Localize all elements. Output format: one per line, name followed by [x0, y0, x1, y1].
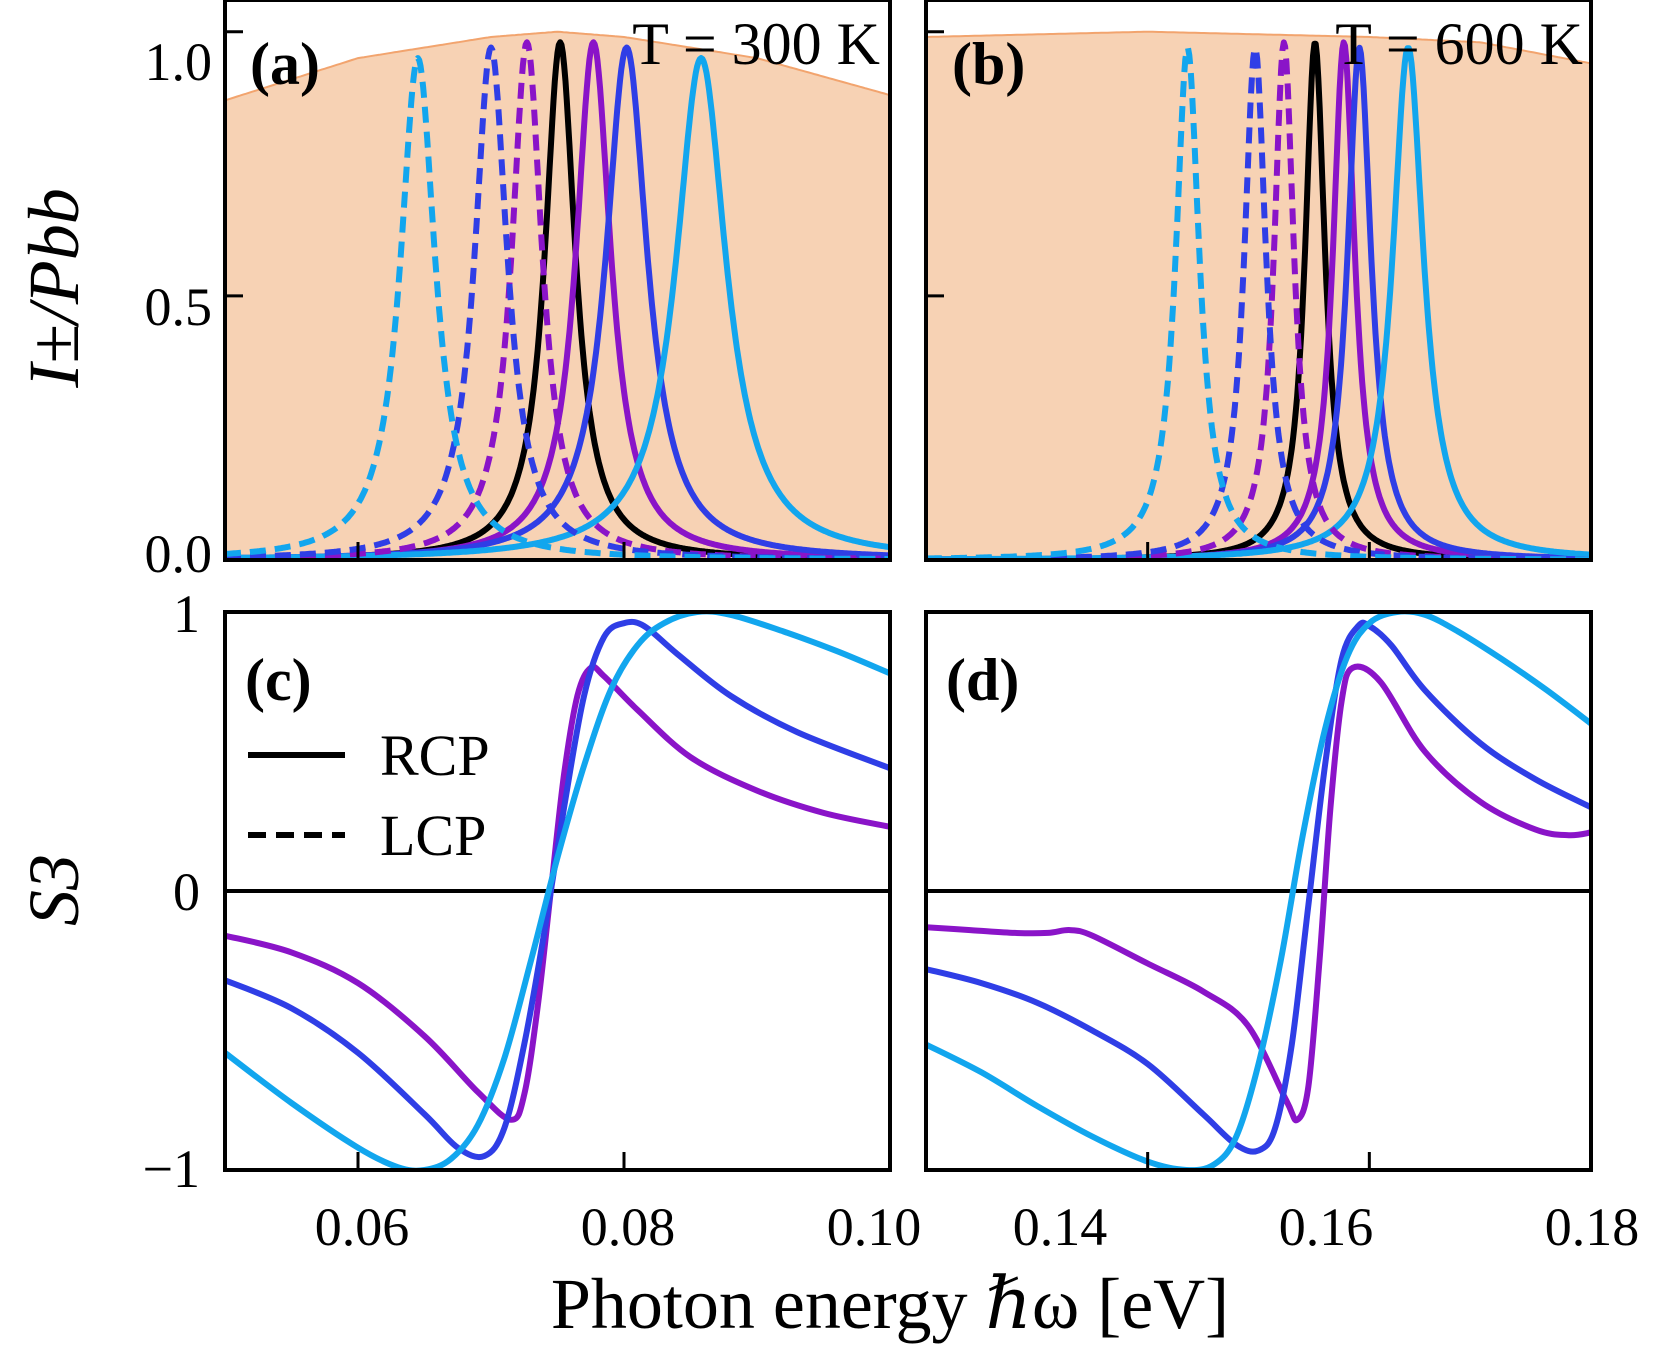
- panel-b-frame: [924, 0, 1593, 562]
- panel-c-xtick-0: 0.06: [315, 1197, 410, 1257]
- blackbody-edge-b: [926, 30, 1591, 65]
- panel-c-ytick-2: 1: [173, 584, 200, 644]
- legend: RCP LCP: [248, 723, 490, 868]
- panel-d-plot: [926, 612, 1591, 1170]
- panel-b-plot: [926, 30, 1591, 560]
- panel-c-ylabel: S3: [14, 854, 94, 926]
- panel-b-temperature: T = 600 K: [1335, 11, 1583, 77]
- legend-lcp-label: LCP: [380, 803, 486, 868]
- series-d-lightblue: [926, 612, 1591, 1170]
- panel-a-ylabel: I±/Pbb: [14, 188, 94, 388]
- panel-a-ytick-1: 0.5: [145, 277, 213, 337]
- blackbody-area-a: [225, 31, 890, 560]
- panel-a-label: (a): [250, 31, 320, 97]
- x-axis-label: Photon energy ℏω [eV]: [551, 1264, 1229, 1344]
- series-d-purple: [926, 663, 1591, 1124]
- panel-d-xtick-2: 0.18: [1545, 1197, 1640, 1257]
- panel-d-frame: [924, 610, 1593, 1172]
- panel-c-ytick-0: −1: [143, 1139, 200, 1199]
- panel-b-label: (b): [952, 31, 1025, 97]
- panel-d-label: (d): [946, 647, 1019, 713]
- blackbody-edge-a: [225, 30, 890, 102]
- panel-d: (d) 0.14 0.16 0.18: [924, 610, 1640, 1257]
- panel-a-ytick-2: 1.0: [145, 32, 213, 92]
- panel-b: (b) T = 600 K: [924, 0, 1593, 562]
- panel-a-ticks: [225, 30, 626, 562]
- panel-a-temperature: T = 300 K: [632, 11, 880, 77]
- panel-d-xtick-1: 0.16: [1279, 1197, 1374, 1257]
- series-d-blue: [926, 619, 1591, 1155]
- series-a-purple-lcp: [225, 39, 890, 560]
- panel-a-frame: [223, 0, 892, 562]
- panel-c-xtick-1: 0.08: [581, 1197, 676, 1257]
- series-a-lightblue-lcp: [225, 55, 890, 560]
- panel-a-plot: [225, 30, 890, 560]
- blackbody-area-b: [926, 31, 1591, 560]
- panel-c-label: (c): [245, 647, 312, 713]
- legend-rcp-label: RCP: [380, 723, 490, 788]
- panel-c-plot: [225, 612, 890, 1170]
- series-c-purple: [225, 663, 890, 1123]
- panel-c-ytick-1: 0: [173, 862, 200, 922]
- series-a-blue-lcp: [225, 44, 890, 560]
- panel-c-frame: [223, 610, 892, 1172]
- panel-c-xtick-2: 0.10: [827, 1197, 922, 1257]
- panel-a-ytick-0: 0.0: [145, 524, 213, 584]
- panel-a: (a) T = 300 K 0.0 0.5 1.0 I±/Pbb: [14, 0, 892, 584]
- panel-c: (c) −1 0 1 0.06 0.08 0.10 S3 RCP LCP: [14, 584, 921, 1257]
- panel-d-xtick-0: 0.14: [1013, 1197, 1108, 1257]
